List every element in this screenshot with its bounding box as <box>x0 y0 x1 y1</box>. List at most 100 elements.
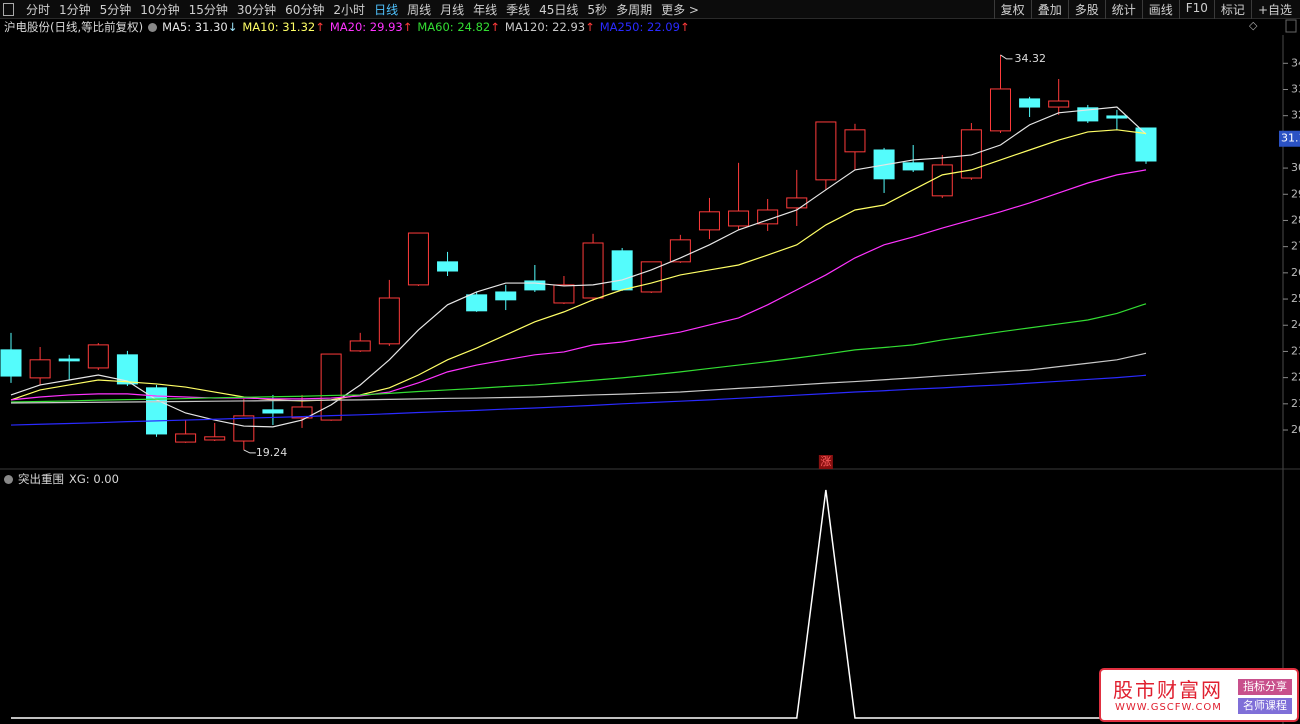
candle-body <box>669 239 691 263</box>
watermark-tag[interactable]: 指标分享 <box>1238 679 1292 695</box>
indicator-legend: 突出重围 XG: 0.00 <box>4 471 119 487</box>
period-tab[interactable]: 季线 <box>506 3 531 17</box>
y-tick-label: 30 <box>1291 161 1300 174</box>
period-tab[interactable]: 30分钟 <box>236 3 277 17</box>
candle-body <box>582 242 604 299</box>
candle-body <box>320 353 342 421</box>
ma-line <box>10 374 1147 426</box>
pane-icon: ◇ <box>1249 19 1258 32</box>
candle-body <box>1048 100 1070 108</box>
candle-body <box>262 409 284 414</box>
price-tag: 31.12 <box>1281 132 1300 145</box>
candle-body <box>204 436 226 441</box>
tool-button[interactable]: +自选 <box>1250 0 1298 19</box>
candle-body <box>698 211 720 231</box>
candle-body <box>233 415 255 442</box>
ma-line <box>10 303 1147 403</box>
tool-button[interactable]: F10 <box>1178 0 1214 19</box>
legend-trend: ↑ <box>490 20 500 34</box>
legend-entry: MA60: 24.82 <box>417 20 491 34</box>
y-tick-label: 33 <box>1291 82 1300 95</box>
period-tab[interactable]: 年线 <box>473 3 498 17</box>
candle-body <box>640 261 662 293</box>
y-tick-label: 29 <box>1291 187 1300 200</box>
legend-trend: ↑ <box>679 20 690 34</box>
candle-body <box>1077 107 1099 122</box>
candle-body <box>175 433 197 443</box>
legend: 沪电股份(日线,等比前复权) MA5: 31.30 ↓ MA10: 31.32 ↑ MA… <box>4 19 690 35</box>
y-tick-label: 24 <box>1291 318 1300 331</box>
period-tab[interactable]: 更多 > <box>661 3 699 17</box>
low-label: 19.24 <box>256 446 287 459</box>
period-tab[interactable]: 多周期 <box>616 3 653 17</box>
period-tab[interactable]: 10分钟 <box>140 3 180 17</box>
candle-body <box>1106 115 1128 119</box>
period-tab[interactable]: 45日线 <box>539 3 579 17</box>
period-tab[interactable]: 5秒 <box>587 3 608 17</box>
indicator-toggle[interactable] <box>4 474 13 484</box>
legend-trend: ↑ <box>315 20 325 34</box>
scroll-button <box>1285 19 1297 33</box>
period-tab[interactable]: 周线 <box>407 3 432 17</box>
tool-button[interactable]: 叠加 <box>1030 0 1068 19</box>
candle-body <box>1135 127 1157 162</box>
period-tab[interactable]: 月线 <box>440 3 465 17</box>
toolbar: 分时 1分钟 5分钟 10分钟 15分钟 30分钟 60分钟 2小时 日线 周线 月线 年线 季线 45日… <box>0 0 1300 19</box>
watermark-url: WWW.GSCFW.COM <box>1115 702 1222 713</box>
signal-box <box>818 455 833 469</box>
ma-line <box>10 352 1147 404</box>
tool-button[interactable]: 统计 <box>1104 0 1142 19</box>
high-label: 34.32 <box>1014 52 1046 65</box>
period-tabs: 分时 1分钟 5分钟 10分钟 15分钟 30分钟 60分钟 2小时 日线 周线 月线 年线 季线 45日… <box>26 1 699 18</box>
signal-label: 涨 <box>820 455 831 468</box>
candle-body <box>902 162 924 171</box>
candle-body <box>786 197 808 209</box>
candle-body <box>931 164 953 197</box>
y-tick-label: 25 <box>1291 292 1300 305</box>
tool-button[interactable]: 画线 <box>1141 0 1179 19</box>
indicator-line <box>11 489 1146 719</box>
period-tab[interactable]: 1分钟 <box>59 3 91 17</box>
tool-button[interactable]: 多股 <box>1067 0 1105 19</box>
candle-body <box>58 358 80 362</box>
chart-title: 沪电股份(日线,等比前复权) <box>4 20 144 34</box>
candle-body <box>989 88 1011 132</box>
period-tab[interactable]: 日线 <box>374 3 399 17</box>
period-tab[interactable]: 5分钟 <box>99 3 132 17</box>
candle-body <box>495 291 517 301</box>
legend-entry: MA120: 22.93 <box>504 20 586 34</box>
low-pointer <box>243 449 256 454</box>
candle-body <box>1019 98 1041 108</box>
candle-body <box>29 359 51 379</box>
candle-body <box>437 261 459 272</box>
watermark-tag[interactable]: 名师课程 <box>1238 698 1292 714</box>
candle-body <box>728 210 750 227</box>
candle-body <box>611 250 633 291</box>
period-tab[interactable]: 分时 <box>26 3 51 17</box>
legend-entry: MA5: 31.30 <box>162 20 228 34</box>
y-tick-label: 21 <box>1291 397 1300 410</box>
candle-body <box>815 121 837 181</box>
period-tab[interactable]: 60分钟 <box>285 3 325 17</box>
candle-body <box>844 129 866 153</box>
period-tab[interactable]: 15分钟 <box>188 3 228 17</box>
legend-toggle[interactable] <box>148 22 158 32</box>
tool-button[interactable]: 复权 <box>993 0 1031 19</box>
candle-body <box>116 354 138 385</box>
y-tick-label: 32 <box>1291 109 1300 122</box>
ma-line <box>10 129 1147 402</box>
legend-entry: MA250: 22.09 <box>599 20 680 34</box>
candle-body <box>466 294 488 312</box>
watermark-site: 股市财富网 <box>1113 678 1223 702</box>
tool-button[interactable]: 标记 <box>1213 0 1251 19</box>
candle-body <box>553 284 575 304</box>
period-tab[interactable]: 2小时 <box>333 3 366 17</box>
menu-icon[interactable] <box>3 3 14 16</box>
candle-body <box>87 344 109 369</box>
y-tick-label: 23 <box>1291 344 1300 357</box>
y-tick-label: 26 <box>1291 266 1300 279</box>
y-tick-label: 28 <box>1291 213 1300 226</box>
legend-trend: ↑ <box>585 20 595 34</box>
